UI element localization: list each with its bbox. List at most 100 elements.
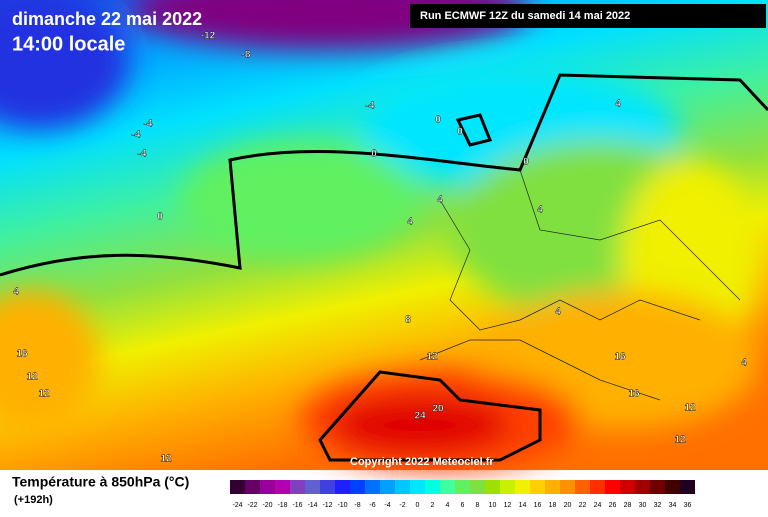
- contour-label: 4: [537, 205, 543, 216]
- legend-swatch: [440, 480, 455, 494]
- legend-swatch: [605, 480, 620, 494]
- legend-title: Température à 850hPa (°C): [12, 474, 189, 490]
- legend-swatch: [365, 480, 380, 494]
- contour-label: 24: [414, 411, 426, 422]
- legend-tick-label: 36: [684, 502, 692, 509]
- legend-swatch: [290, 480, 305, 494]
- legend-swatch: [665, 480, 680, 494]
- legend-tick-label: -18: [277, 502, 287, 509]
- legend-swatch: [680, 480, 695, 494]
- contour-label: 16: [614, 352, 626, 363]
- legend-tick-label: 26: [609, 502, 617, 509]
- contour-label: 12: [674, 435, 686, 446]
- contour-label: 4: [555, 307, 561, 318]
- contour-label: 12: [38, 389, 50, 400]
- contour-label: 8: [405, 315, 411, 326]
- legend-tick-label: 0: [416, 502, 420, 509]
- legend-tick-label: 18: [549, 502, 557, 509]
- legend-swatch: [245, 480, 260, 494]
- legend-tick-label: 24: [594, 502, 602, 509]
- contour-label: 12: [26, 372, 38, 383]
- legend-swatch: [515, 480, 530, 494]
- legend-swatch: [335, 480, 350, 494]
- legend-tick-label: -20: [262, 502, 272, 509]
- run-info: Run ECMWF 12Z du samedi 14 mai 2022: [420, 10, 630, 22]
- contour-label: 4: [407, 217, 413, 228]
- legend-swatch: [320, 480, 335, 494]
- legend-tick-label: 34: [669, 502, 677, 509]
- contour-label: 12: [426, 352, 438, 363]
- legend-tick-label: -16: [292, 502, 302, 509]
- legend-swatch: [485, 480, 500, 494]
- legend-swatch: [305, 480, 320, 494]
- contour-label: 16: [16, 349, 28, 360]
- contour-label: -12: [201, 31, 216, 42]
- legend-tick-label: 12: [504, 502, 512, 509]
- legend-swatch: [410, 480, 425, 494]
- legend-swatch: [590, 480, 605, 494]
- legend-tick-label: -24: [232, 502, 242, 509]
- legend-swatch: [455, 480, 470, 494]
- contour-label: -4: [144, 119, 153, 130]
- legend-swatch: [635, 480, 650, 494]
- contour-label: 20: [432, 404, 444, 415]
- legend-tick-label: -22: [247, 502, 257, 509]
- contour-label: 0: [523, 157, 529, 168]
- legend-swatch: [575, 480, 590, 494]
- legend-tick-label: -6: [369, 502, 375, 509]
- borders: [419, 169, 741, 401]
- legend-swatch: [530, 480, 545, 494]
- coastline-contours: [0, 73, 768, 462]
- contour-label: 0: [371, 149, 377, 160]
- contour-label: -4: [132, 130, 141, 141]
- legend-tick-label: 4: [446, 502, 450, 509]
- legend-swatch: [230, 480, 245, 494]
- legend-tick-label: -10: [337, 502, 347, 509]
- legend-swatch: [470, 480, 485, 494]
- contour-label: 4: [741, 358, 747, 369]
- legend-swatch: [650, 480, 665, 494]
- contour-label: 4: [615, 99, 621, 110]
- legend-tick-label: 32: [654, 502, 662, 509]
- legend-tick-label: -8: [354, 502, 360, 509]
- contour-label: 12: [160, 454, 172, 465]
- contour-label: 4: [13, 287, 19, 298]
- legend-swatch: [380, 480, 395, 494]
- legend-tick-label: 6: [461, 502, 465, 509]
- legend-tick-label: 10: [489, 502, 497, 509]
- legend-tick-label: 20: [564, 502, 572, 509]
- contour-label: 12: [684, 403, 696, 414]
- lead-time: (+192h): [14, 494, 53, 506]
- legend-tick-label: 16: [534, 502, 542, 509]
- date: dimanche 22 mai 2022: [12, 9, 202, 29]
- legend-tick-label: -12: [322, 502, 332, 509]
- time: 14:00 locale: [12, 33, 125, 55]
- legend-tick-label: 30: [639, 502, 647, 509]
- legend-swatch: [560, 480, 575, 494]
- contour-label: -8: [242, 50, 251, 61]
- contour-label: 16: [628, 389, 640, 400]
- legend-swatch: [395, 480, 410, 494]
- contour-label: -4: [366, 101, 375, 112]
- copyright: Copyright 2022 Meteociel.fr: [350, 456, 494, 468]
- legend-swatch: [425, 480, 440, 494]
- legend-tick-label: 22: [579, 502, 587, 509]
- legend-tick-label: 8: [476, 502, 480, 509]
- legend-swatch: [350, 480, 365, 494]
- contour-label: -4: [138, 149, 147, 160]
- legend-tick-label: 2: [431, 502, 435, 509]
- legend-swatch: [500, 480, 515, 494]
- legend-tick-label: 28: [624, 502, 632, 509]
- legend-tick-label: 14: [519, 502, 527, 509]
- contour-label: 4: [437, 195, 443, 206]
- legend-swatch: [275, 480, 290, 494]
- legend-tick-label: -14: [307, 502, 317, 509]
- legend-swatch: [545, 480, 560, 494]
- contour-label: 0: [157, 212, 163, 223]
- run-box: [410, 4, 766, 28]
- temperature-field: [0, 0, 760, 470]
- legend-swatch: [620, 480, 635, 494]
- contour-label: 0: [457, 127, 463, 138]
